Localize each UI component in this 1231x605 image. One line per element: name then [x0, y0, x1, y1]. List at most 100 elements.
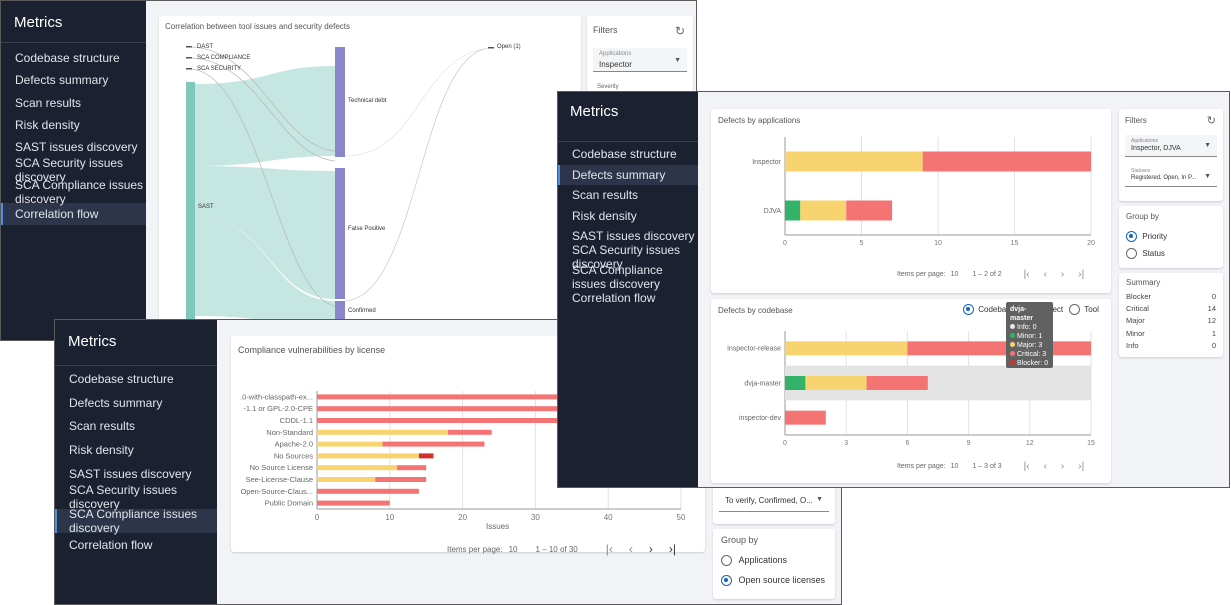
- chart-title: Defects by applications: [718, 116, 801, 125]
- bar-segment-major[interactable]: [317, 441, 383, 447]
- prev-page-icon[interactable]: ‹: [1043, 269, 1047, 280]
- category-label: No Sources: [274, 451, 313, 460]
- sidebar-item-correlation-flow[interactable]: Correlation flow: [69, 537, 153, 552]
- first-page-icon[interactable]: |‹: [1023, 461, 1030, 472]
- category-label: .0-with-classpath-ex...: [240, 392, 313, 401]
- chevron-down-icon: ▼: [1204, 142, 1211, 149]
- sidebar-item-sast-issues-discovery[interactable]: SAST issues discovery: [15, 140, 138, 155]
- radio-icon: [1126, 248, 1137, 259]
- sidebar-item-scan-results[interactable]: Scan results: [15, 95, 82, 110]
- reset-icon[interactable]: ↻: [1206, 115, 1216, 127]
- pagination: Items per page: 10 1 – 3 of 3 |‹ ‹ › ›|: [897, 461, 1085, 472]
- bar-segment-critical[interactable]: [317, 394, 681, 400]
- x-tick-label: 0: [783, 240, 787, 247]
- applications-select[interactable]: Applications Inspector ▼: [593, 48, 687, 72]
- legend-dot-icon: [1010, 324, 1015, 329]
- prev-page-icon[interactable]: ‹: [628, 542, 633, 556]
- bar-segment-blocker[interactable]: [418, 453, 434, 459]
- sidebar-item-scan-results[interactable]: Scan results: [69, 419, 136, 434]
- tooltip: dvja-master Info: 0 Minor: 1 Major: 3 Criti…: [1006, 302, 1053, 368]
- radio-status[interactable]: Status: [1126, 248, 1165, 259]
- sidebar-item-sast-issues-discovery[interactable]: SAST issues discovery: [572, 229, 695, 244]
- prev-page-icon[interactable]: ‹: [1043, 461, 1047, 472]
- bar-segment-critical[interactable]: [846, 200, 893, 221]
- x-tick-label: 50: [677, 513, 686, 522]
- next-page-icon[interactable]: ›: [1060, 461, 1065, 472]
- bar-segment-critical[interactable]: [397, 465, 427, 471]
- radio-icon: [963, 304, 974, 315]
- sidebar-item-sast-issues-discovery[interactable]: SAST issues discovery: [69, 466, 192, 481]
- bar-segment-minor[interactable]: [785, 200, 801, 221]
- sidebar-item-defects-summary[interactable]: Defects summary: [558, 164, 698, 185]
- bar-segment-major[interactable]: [800, 200, 847, 221]
- sidebar-item-correlation-flow[interactable]: Correlation flow: [1, 203, 146, 226]
- radio-applications[interactable]: Applications: [721, 555, 787, 567]
- last-page-icon[interactable]: ›|: [1078, 269, 1085, 280]
- reset-icon[interactable]: ↻: [674, 24, 685, 38]
- last-page-icon[interactable]: ›|: [668, 542, 677, 556]
- bar-segment-critical[interactable]: [785, 410, 826, 425]
- sidebar-item-risk-density[interactable]: Risk density: [15, 118, 80, 133]
- bar-segment-critical[interactable]: [317, 488, 419, 494]
- category-label: Open-Source-Claus...: [240, 487, 313, 496]
- sidebar-item-risk-density[interactable]: Risk density: [69, 442, 134, 457]
- sankey-chart: [186, 46, 494, 340]
- sidebar-item-defects-summary[interactable]: Defects summary: [15, 73, 109, 88]
- statuses-select[interactable]: Statuses Registered, Open, In P... ▼: [1125, 165, 1217, 187]
- sidebar-item-codebase-structure[interactable]: Codebase structure: [69, 371, 174, 386]
- group-by-title: Group by: [1126, 212, 1159, 221]
- sidebar: Metrics Codebase structure Defects summar…: [1, 1, 146, 340]
- first-page-icon[interactable]: |‹: [1023, 269, 1030, 280]
- sidebar-item-sca-compliance-issues-discovery[interactable]: SCA Compliance issues discovery: [572, 263, 663, 292]
- sidebar-item-sca-compliance-issues-discovery[interactable]: SCA Compliance issues discovery: [55, 507, 217, 535]
- applications-select[interactable]: Applications Inspector, DJVA ▼: [1125, 135, 1217, 157]
- category-label: Non-Standard: [266, 428, 313, 437]
- bar-segment-major[interactable]: [785, 151, 923, 172]
- radio-icon: [721, 555, 732, 567]
- x-tick-label: 0: [315, 513, 320, 522]
- sidebar-title: Metrics: [1, 1, 146, 43]
- bar-segment-critical[interactable]: [922, 151, 1091, 172]
- bar-segment-major[interactable]: [317, 465, 398, 471]
- bar-segment-major[interactable]: [317, 477, 376, 482]
- first-page-icon[interactable]: |‹: [605, 542, 613, 556]
- bar-segment-critical[interactable]: [866, 376, 928, 390]
- status-select[interactable]: To verify, Confirmed, O... ▼: [719, 488, 829, 512]
- sidebar-item-codebase-structure[interactable]: Codebase structure: [572, 147, 677, 162]
- sidebar-item-sca-security-issues-discovery[interactable]: SCA Security issues discovery: [15, 155, 124, 184]
- sidebar-item-scan-results[interactable]: Scan results: [572, 188, 639, 203]
- bar-segment-critical[interactable]: [448, 429, 492, 435]
- summary-row-blocker: Blocker 0: [1126, 292, 1216, 301]
- last-page-icon[interactable]: ›|: [1078, 461, 1085, 472]
- sidebar-item-risk-density[interactable]: Risk density: [572, 208, 637, 223]
- bar-segment-major[interactable]: [317, 429, 449, 435]
- tooltip-line: Major: 3: [1010, 341, 1049, 350]
- bar-segment-major[interactable]: [317, 453, 419, 459]
- next-page-icon[interactable]: ›: [1060, 269, 1065, 280]
- bar-segment-major[interactable]: [805, 376, 867, 390]
- x-tick-label: 30: [531, 513, 540, 522]
- sidebar-item-codebase-structure[interactable]: Codebase structure: [15, 51, 120, 66]
- toggle-codebase[interactable]: Codebase: [963, 304, 1015, 315]
- next-page-icon[interactable]: ›: [648, 542, 653, 556]
- bar-segment-critical[interactable]: [375, 477, 427, 482]
- bar-segment-major[interactable]: [785, 341, 908, 356]
- radio-priority[interactable]: Priority: [1126, 231, 1167, 242]
- chevron-down-icon: ▼: [1204, 173, 1211, 180]
- radio-open-source-licenses[interactable]: Open source licenses: [721, 575, 825, 587]
- bar-segment-critical[interactable]: [317, 500, 390, 506]
- bar-segment-critical[interactable]: [382, 441, 485, 447]
- toggle-tool[interactable]: Tool: [1069, 304, 1099, 315]
- sidebar-item-sca-security-issues-discovery[interactable]: SCA Security issues discovery: [572, 242, 681, 271]
- sidebar-item-sca-compliance-issues-discovery[interactable]: SCA Compliance issues discovery: [15, 177, 144, 206]
- legend-dot-icon: [1010, 342, 1015, 347]
- category-label: See-License-Clause: [245, 475, 313, 484]
- bar-segment-critical[interactable]: [907, 341, 1091, 356]
- bar-segment-critical[interactable]: [317, 406, 681, 412]
- sidebar-item-correlation-flow[interactable]: Correlation flow: [572, 290, 656, 305]
- x-tick-label: 6: [905, 440, 909, 447]
- sidebar-item-defects-summary[interactable]: Defects summary: [69, 395, 163, 410]
- sidebar-item-sca-security-issues-discovery[interactable]: SCA Security issues discovery: [69, 483, 178, 512]
- bar-segment-critical[interactable]: [317, 418, 681, 423]
- bar-segment-minor[interactable]: [785, 376, 806, 390]
